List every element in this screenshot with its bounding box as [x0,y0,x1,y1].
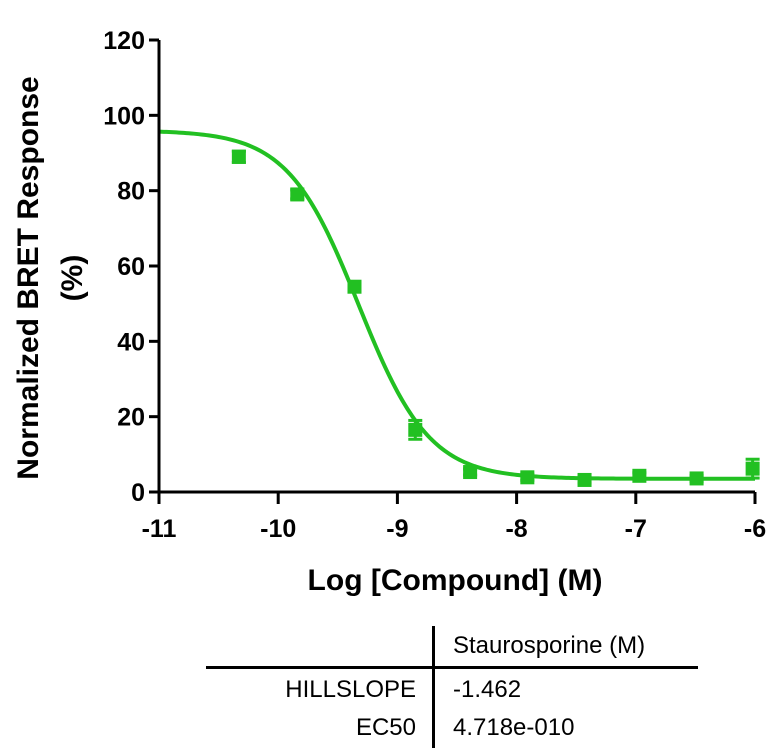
hillslope-label: HILLSLOPE [285,676,416,703]
fit-curve-layer [158,129,755,481]
x-tick-label: -7 [625,515,647,543]
x-tick-label: -8 [505,515,527,543]
y-axis-title: Normalized BRET Response (%) [12,76,89,479]
y-tick-label: 80 [117,178,145,206]
data-points-layer [231,149,760,487]
data-point [745,457,760,480]
data-marker [689,471,704,486]
y-tick-label: 120 [103,27,145,55]
y-tick-label: 0 [131,479,145,507]
y-tick-label: 20 [117,404,145,432]
data-point [463,465,478,480]
data-point [577,472,592,487]
axes [149,38,757,504]
x-axis-title: Log [Compound] (M) [308,564,603,597]
y-axis-title-line-2: (%) [56,255,89,302]
data-marker [408,422,423,437]
y-axis-title-line-1: Normalized BRET Response [12,76,45,479]
x-tick-label: -11 [142,515,177,543]
ec50-label: EC50 [355,714,416,741]
data-point [231,149,246,164]
y-tick-label: 40 [117,328,145,356]
data-marker [231,149,246,164]
data-point [290,187,305,202]
y-tick-label: 60 [117,253,145,281]
data-marker [745,461,760,476]
x-tick-label: -10 [260,515,296,543]
dose-response-chart: Normalized BRET Response (%) 0 20 40 60 80 100… [12,27,766,597]
ec50-value: 4.718e-010 [453,714,575,741]
hillslope-value: -1.462 [453,676,522,703]
data-point [347,279,362,294]
table-column-header: Staurosporine (M) [453,632,646,659]
table-vertical-divider [432,626,435,748]
y-tick-label: 100 [103,102,145,130]
data-marker [577,472,592,487]
fit-curve [158,129,755,481]
data-marker [290,187,305,202]
results-table: Staurosporine (M) HILLSLOPE -1.462 EC50 … [206,626,698,748]
x-tick-label: -6 [744,515,766,543]
data-point [520,470,535,485]
tick-labels: 0 20 40 60 80 100 120 -11 -10 -9 -8 -7 -6 [103,27,766,543]
data-point [689,471,704,486]
table-horizontal-divider [206,666,698,669]
data-marker [520,470,535,485]
data-marker [463,465,478,480]
x-tick-label: -9 [386,515,408,543]
data-point [408,418,423,441]
data-marker [347,279,362,294]
data-marker [632,468,647,483]
data-point [632,468,647,483]
